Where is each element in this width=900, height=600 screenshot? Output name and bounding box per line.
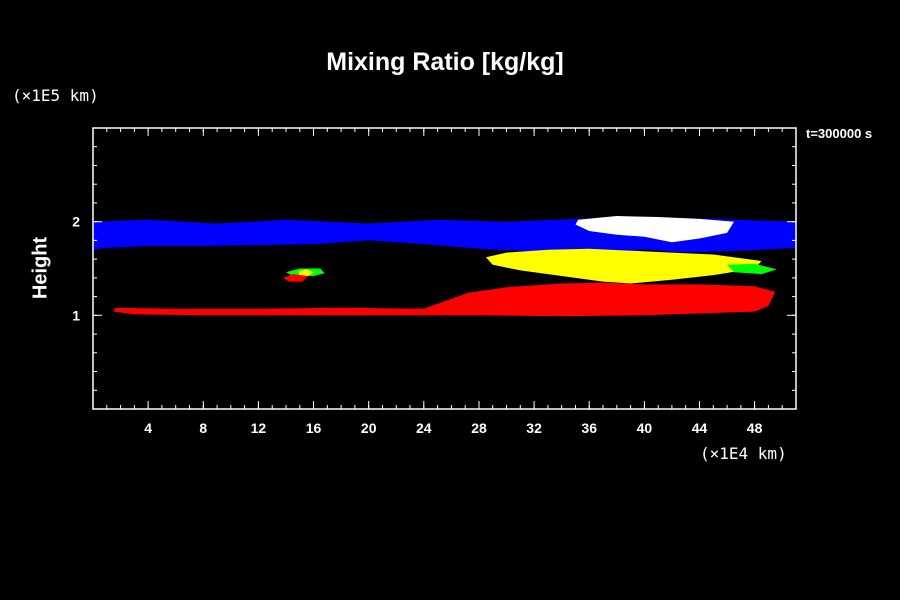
plot-frame (92, 127, 797, 410)
x-tick-label: 4 (144, 420, 152, 436)
data-region-2 (485, 248, 762, 284)
data-region-6 (298, 269, 314, 276)
x-tick-label: 16 (306, 420, 322, 436)
data-region-3 (727, 263, 777, 275)
y-tick-label: 2 (72, 214, 80, 230)
x-tick-label: 8 (199, 420, 207, 436)
data-region-4 (113, 282, 776, 317)
data-region-1 (575, 216, 734, 243)
chart-title: Mixing Ratio [kg/kg] (326, 48, 564, 76)
x-tick-label: 44 (692, 420, 708, 436)
x-axis-unit: (×1E4 km) (700, 444, 787, 463)
x-tick-label: 48 (747, 420, 763, 436)
y-tick-label: 1 (72, 307, 80, 323)
data-regions (93, 216, 796, 317)
x-tick-label: 12 (251, 420, 267, 436)
x-tick-label: 32 (526, 420, 542, 436)
x-tick-label: 40 (637, 420, 653, 436)
data-region-7 (283, 274, 308, 282)
x-tick-label: 28 (471, 420, 487, 436)
x-tick-label: 36 (581, 420, 597, 436)
time-label: t=300000 s (806, 126, 873, 141)
x-tick-label: 20 (361, 420, 377, 436)
y-axis-unit: (×1E5 km) (12, 86, 99, 105)
x-tick-label: 24 (416, 420, 432, 436)
